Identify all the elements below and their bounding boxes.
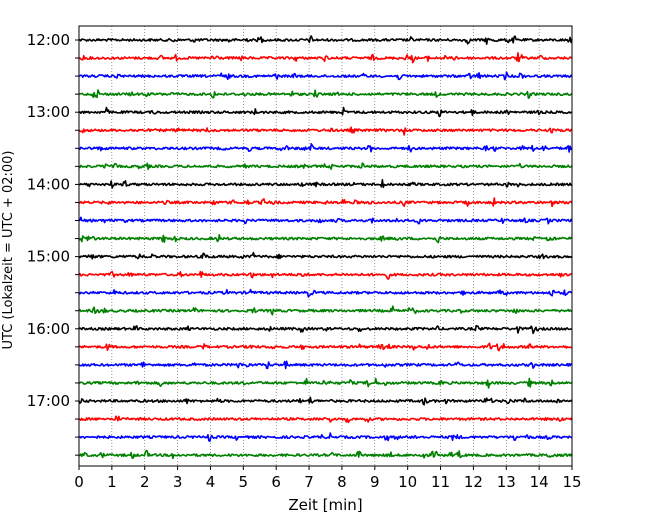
trace-row bbox=[78, 270, 573, 280]
trace-row bbox=[78, 106, 573, 118]
trace-row bbox=[78, 432, 573, 443]
x-axis-label: Zeit [min] bbox=[288, 496, 362, 514]
y-axis-ticks: 12:00 13:00 14:00 15:00 16:00 17:00 bbox=[27, 31, 79, 456]
x-tick-label: 7 bbox=[304, 473, 314, 491]
x-tick-label: 5 bbox=[239, 473, 249, 491]
trace-row bbox=[78, 126, 573, 136]
trace-row bbox=[78, 449, 573, 460]
y-tick-label: 16:00 bbox=[27, 320, 70, 338]
trace-row bbox=[78, 324, 573, 335]
x-tick-label: 11 bbox=[431, 473, 450, 491]
x-tick-label: 8 bbox=[337, 473, 347, 491]
trace-row bbox=[78, 216, 573, 225]
plot-frame bbox=[78, 25, 573, 467]
trace-row bbox=[78, 305, 573, 316]
trace-row bbox=[78, 342, 573, 352]
trace-row bbox=[78, 288, 573, 298]
trace-row bbox=[78, 233, 573, 244]
y-tick-label: 17:00 bbox=[27, 392, 70, 410]
x-tick-label: 3 bbox=[173, 473, 183, 491]
trace-row bbox=[78, 396, 573, 406]
y-tick-label: 15:00 bbox=[27, 248, 70, 266]
trace-row bbox=[78, 162, 573, 171]
y-axis-label: UTC (Lokalzeit = UTC + 02:00) bbox=[1, 151, 16, 350]
x-tick-label: 13 bbox=[497, 473, 516, 491]
trace-row bbox=[78, 179, 573, 189]
x-tick-label: 9 bbox=[370, 473, 380, 491]
x-tick-label: 2 bbox=[140, 473, 150, 491]
x-tick-label: 14 bbox=[530, 473, 549, 491]
y-tick-label: 12:00 bbox=[27, 31, 70, 49]
vertical-gridlines bbox=[111, 26, 540, 466]
trace-row bbox=[78, 71, 573, 81]
x-tick-label: 1 bbox=[107, 473, 117, 491]
y-tick-label: 14:00 bbox=[27, 175, 70, 193]
trace-row bbox=[78, 52, 573, 64]
x-tick-label: 0 bbox=[74, 473, 84, 491]
trace-row bbox=[78, 197, 573, 208]
trace-row bbox=[78, 415, 573, 424]
x-tick-label: 4 bbox=[206, 473, 216, 491]
trace-row bbox=[78, 360, 573, 370]
y-tick-label: 13:00 bbox=[27, 103, 70, 121]
seismic-traces bbox=[78, 35, 573, 460]
trace-row bbox=[78, 35, 573, 45]
trace-row bbox=[78, 251, 573, 260]
x-axis-ticks: 0 1 2 3 4 5 6 7 8 9 10 11 12 13 14 15 bbox=[74, 466, 582, 491]
trace-row bbox=[78, 89, 573, 99]
trace-row bbox=[78, 143, 573, 153]
x-tick-label: 12 bbox=[464, 473, 483, 491]
x-tick-label: 10 bbox=[398, 473, 417, 491]
trace-row bbox=[78, 377, 573, 389]
x-tick-label: 6 bbox=[271, 473, 281, 491]
x-tick-label: 15 bbox=[562, 473, 581, 491]
